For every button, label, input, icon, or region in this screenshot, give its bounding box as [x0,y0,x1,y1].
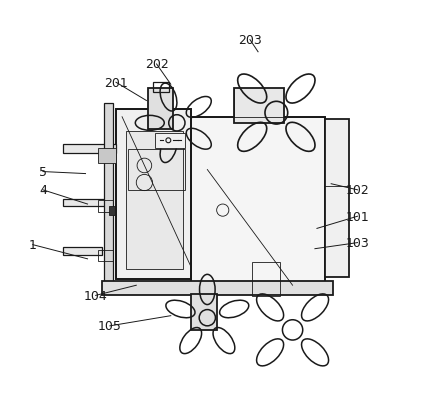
Bar [116,109,191,279]
Bar [191,117,324,288]
Bar [63,145,116,154]
Bar [109,207,114,215]
Text: 1: 1 [29,239,37,252]
Text: 105: 105 [98,320,121,333]
Bar [152,83,168,93]
Bar [233,89,284,124]
Bar [102,281,332,296]
Bar [191,294,217,330]
Bar [324,119,348,277]
Text: 104: 104 [84,289,107,302]
Bar [98,200,113,213]
Bar [63,248,102,255]
Bar [103,103,113,286]
Text: 5: 5 [39,166,47,179]
Text: 103: 103 [345,237,368,249]
Text: 4: 4 [39,184,47,197]
Text: 102: 102 [345,184,368,197]
Bar [98,250,113,261]
Text: 203: 203 [237,34,261,47]
Bar [116,109,191,279]
Bar [191,117,324,288]
Bar [154,133,184,149]
Bar [148,89,173,130]
Bar [251,262,280,296]
Text: 201: 201 [104,77,127,90]
Text: 202: 202 [145,58,168,71]
Bar [126,132,183,269]
Bar [128,150,184,190]
Bar [63,199,110,207]
Bar [98,149,116,164]
Text: 101: 101 [345,210,368,223]
